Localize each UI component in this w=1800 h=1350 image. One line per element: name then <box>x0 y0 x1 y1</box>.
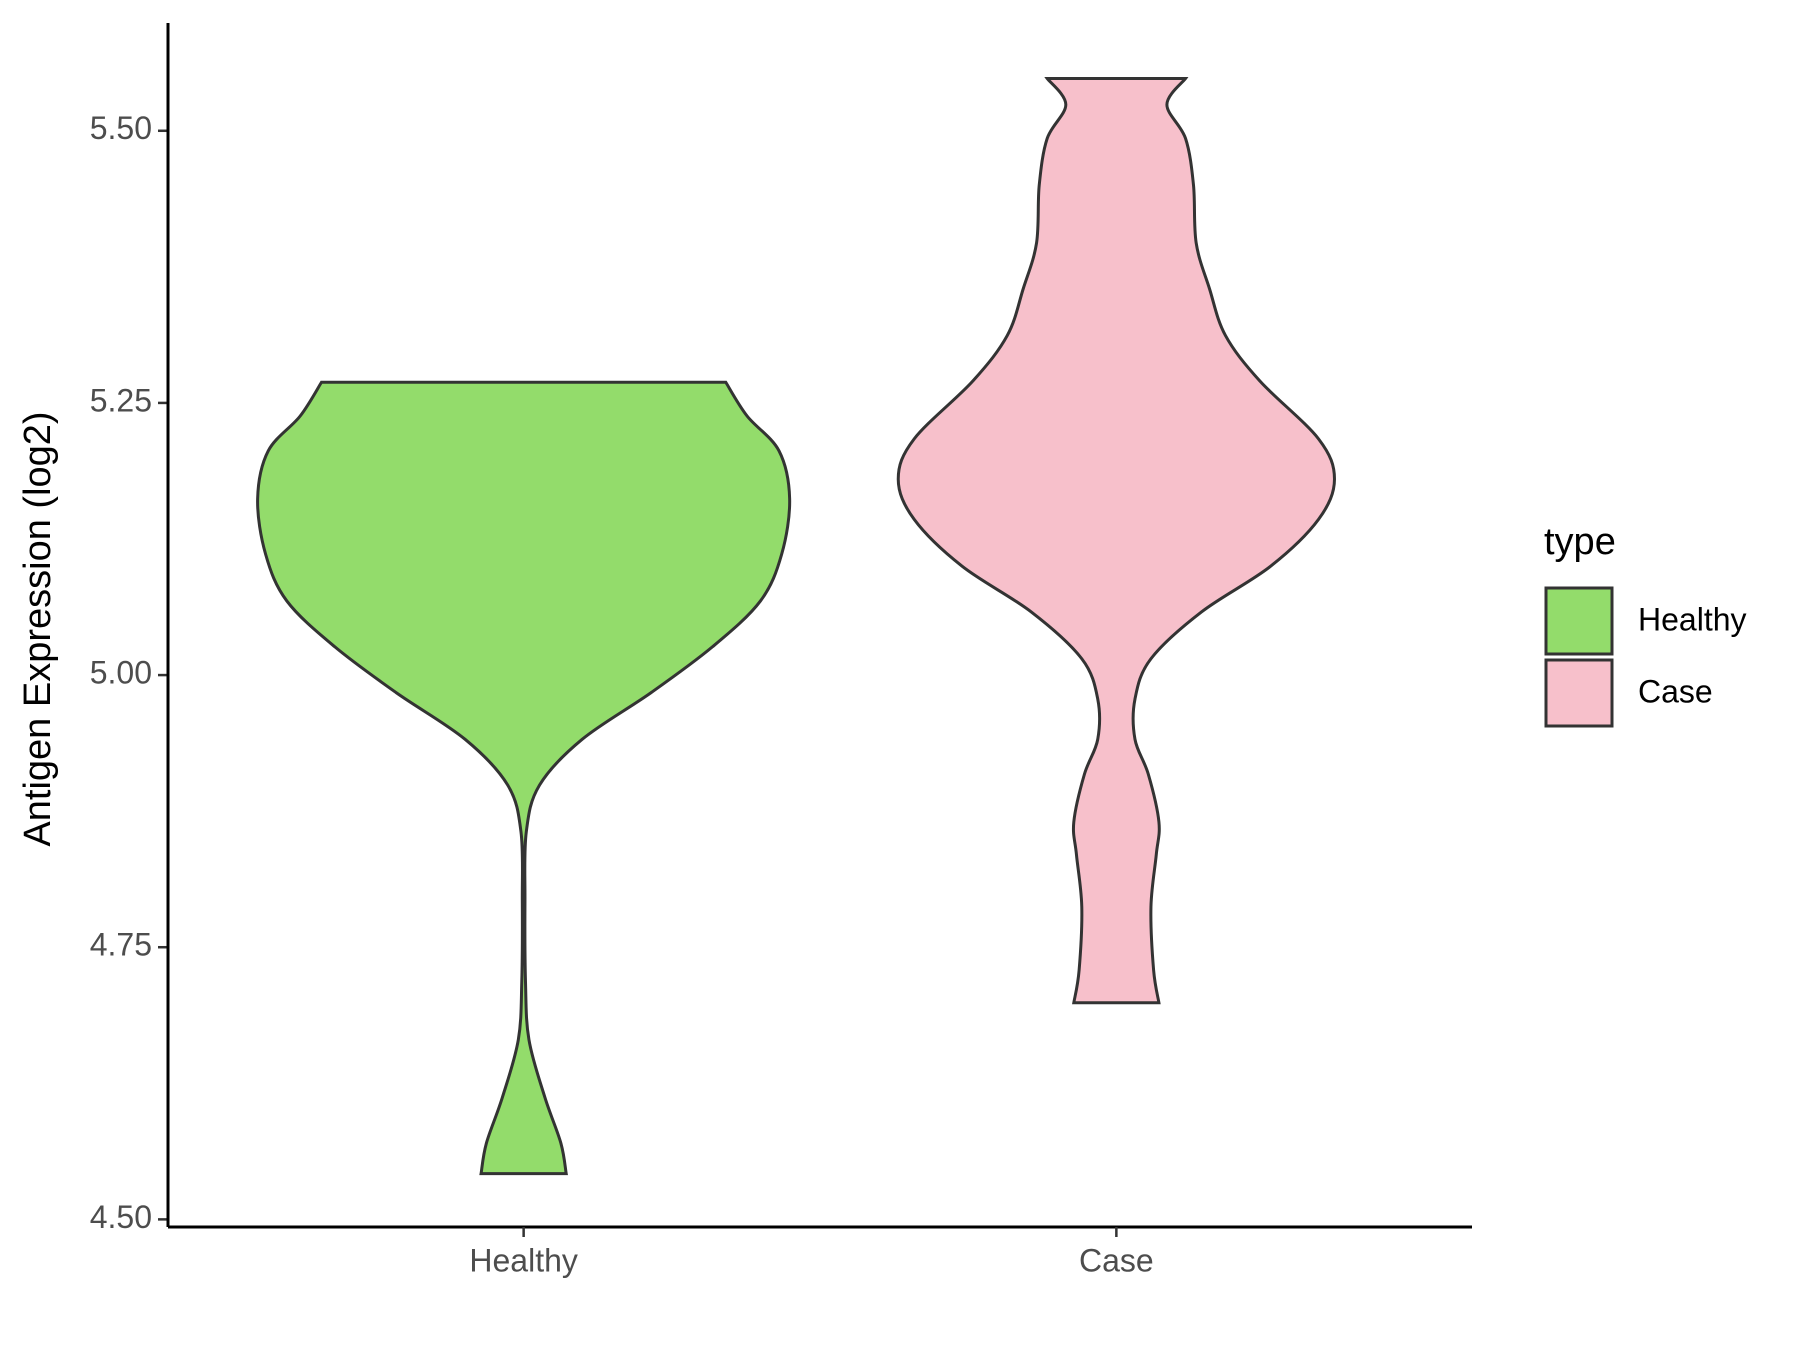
y-axis-title: Antigen Expression (log2) <box>17 411 59 846</box>
violin <box>256 380 792 1176</box>
legend-title: type <box>1544 521 1616 563</box>
legend-label: Healthy <box>1638 601 1747 637</box>
y-tick-label: 5.00 <box>90 655 152 691</box>
y-tick-label: 4.75 <box>90 927 152 963</box>
x-tick-label: Healthy <box>469 1242 578 1278</box>
x-tick-label: Case <box>1079 1242 1154 1278</box>
violin <box>896 77 1336 1005</box>
legend-key <box>1544 586 1614 656</box>
legend-label: Case <box>1638 673 1713 709</box>
y-tick-label: 5.25 <box>90 382 152 418</box>
legend-key <box>1544 658 1614 728</box>
y-tick-label: 4.50 <box>90 1199 152 1235</box>
y-tick-label: 5.50 <box>90 110 152 146</box>
